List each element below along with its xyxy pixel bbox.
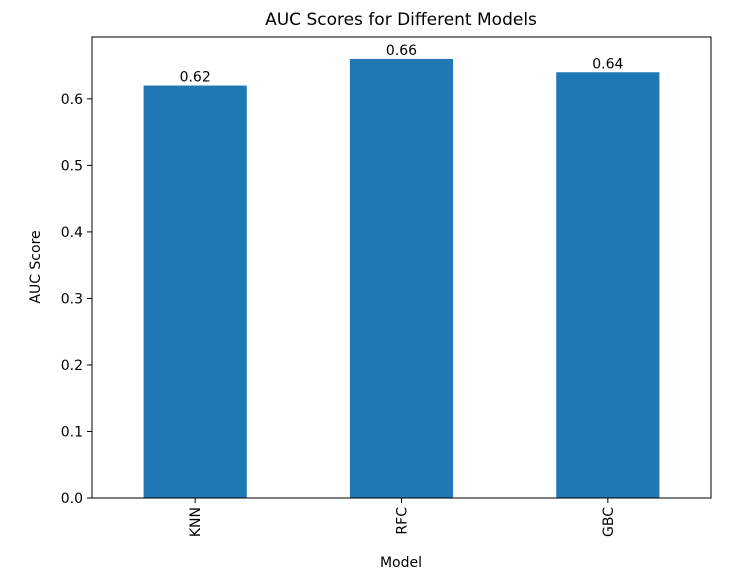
bar-rfc <box>349 58 454 498</box>
x-tick-label-rfc: RFC <box>395 507 411 535</box>
y-axis-ticks: 0.0 0.1 0.2 0.3 0.4 0.5 0.6 <box>61 92 92 507</box>
x-axis-label: Model <box>380 555 422 571</box>
bar-gbc <box>556 72 660 499</box>
data-label-gbc: 0.64 <box>592 56 623 72</box>
plot-frame <box>91 36 712 499</box>
chart-title: AUC Scores for Different Models <box>265 10 537 30</box>
bar-knn <box>143 85 247 498</box>
data-label-rfc: 0.66 <box>386 43 417 59</box>
y-tick-label: 0.0 <box>61 491 83 507</box>
y-axis-label: AUC Score <box>28 230 44 303</box>
y-tick-label: 0.6 <box>61 92 83 108</box>
data-labels-group: 0.62 0.66 0.64 <box>180 43 624 86</box>
y-tick-label: 0.3 <box>61 291 83 307</box>
bars-group <box>143 58 660 499</box>
x-tick-label-gbc: GBC <box>601 507 617 537</box>
y-tick-label: 0.1 <box>61 424 83 440</box>
y-tick-label: 0.4 <box>61 225 83 241</box>
x-axis-ticks: KNN RFC GBC <box>188 498 617 537</box>
data-label-knn: 0.62 <box>180 70 211 86</box>
x-tick-label-knn: KNN <box>188 507 204 537</box>
y-tick-label: 0.2 <box>61 358 83 374</box>
y-tick-label: 0.5 <box>61 158 83 174</box>
